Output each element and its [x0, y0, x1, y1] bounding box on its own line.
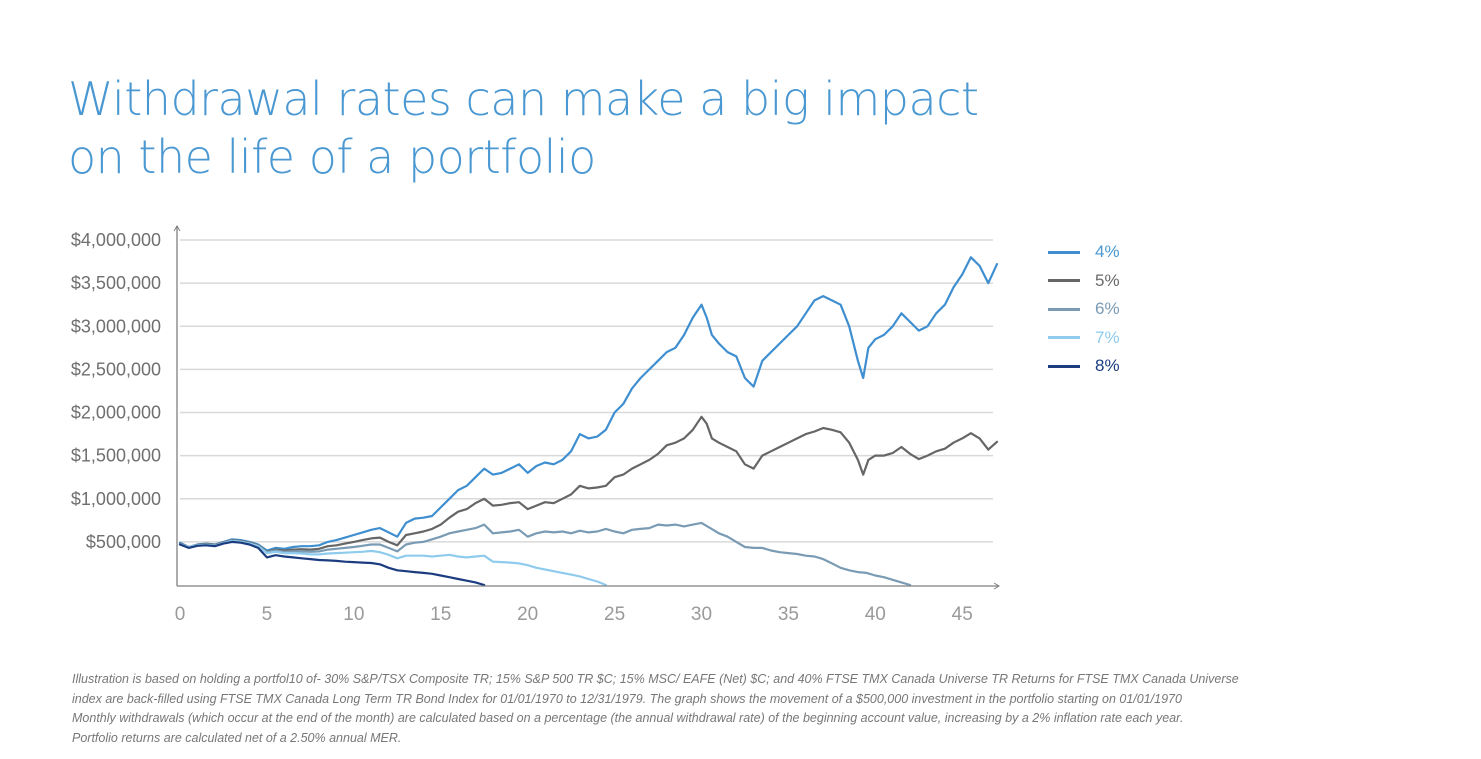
series-line-6pct [178, 521, 912, 587]
x-tick-label: 20 [517, 604, 538, 625]
footnote-line-3: Monthly withdrawals (which occur at the … [72, 711, 1184, 725]
x-axis-arrow [993, 582, 1000, 590]
footnote-line-1: Illustration is based on holding a portf… [72, 672, 1239, 686]
chart-legend: 4% 5% 6% 7% 8% [1048, 238, 1120, 381]
legend-item: 4% [1048, 238, 1120, 267]
y-tick-label: $4,000,000 [71, 230, 161, 250]
x-tick-label: 0 [175, 604, 186, 625]
legend-item: 5% [1048, 267, 1120, 296]
legend-label: 7% [1095, 327, 1120, 347]
series-line-8pct [178, 540, 486, 587]
series-line-7pct [178, 539, 608, 587]
legend-item: 6% [1048, 295, 1120, 324]
x-tick-label: 30 [691, 604, 712, 625]
legend-item: 8% [1048, 352, 1120, 381]
y-tick-label: $2,000,000 [71, 403, 161, 423]
x-tick-label: 35 [778, 604, 799, 625]
y-tick-label: $2,500,000 [71, 359, 161, 379]
title-line-1: Withdrawal rates can make a big impact [68, 72, 979, 126]
y-tick-label: $3,000,000 [71, 316, 161, 336]
legend-swatch [1048, 364, 1080, 368]
series-lines [178, 256, 999, 587]
page-title: Withdrawal rates can make a big impact o… [68, 70, 979, 186]
legend-label: 5% [1095, 270, 1120, 290]
title-line-2: on the life of a portfolio [68, 130, 596, 184]
x-tick-label: 10 [343, 604, 364, 625]
legend-swatch [1048, 279, 1080, 283]
y-tick-labels: $500,000 $1,000,000 $1,500,000 $2,000,000 $2… [71, 230, 161, 552]
x-tick-label: 25 [604, 604, 625, 625]
gridlines [180, 239, 993, 543]
y-tick-label: $500,000 [86, 532, 161, 552]
footnote: Illustration is based on holding a portf… [72, 670, 1412, 748]
x-tick-label: 40 [865, 604, 886, 625]
series-line-5pct [178, 415, 999, 553]
legend-swatch [1048, 307, 1080, 311]
x-tick-label: 5 [262, 604, 273, 625]
legend-label: 4% [1095, 242, 1120, 262]
series-line-4pct [178, 256, 999, 552]
y-tick-label: $1,000,000 [71, 489, 161, 509]
legend-item: 7% [1048, 324, 1120, 353]
legend-label: 8% [1095, 356, 1120, 376]
legend-label: 6% [1095, 299, 1120, 319]
x-tick-label: 15 [430, 604, 451, 625]
y-axis-arrow [173, 225, 181, 232]
footnote-line-2: index are back-filled using FTSE TMX Can… [72, 691, 1182, 706]
footnote-line-4: Portfolio returns are calculated net of … [72, 730, 402, 745]
y-tick-label: $1,500,000 [71, 446, 161, 466]
legend-swatch [1048, 336, 1080, 340]
axes [173, 225, 1000, 590]
y-tick-label: $3,500,000 [71, 273, 161, 293]
x-tick-labels: 0 5 10 15 20 25 30 35 40 45 [175, 604, 973, 625]
line-chart: $500,000 $1,000,000 $1,500,000 $2,000,000 $2… [71, 225, 1000, 625]
x-tick-label: 45 [952, 604, 973, 625]
legend-swatch [1048, 250, 1080, 254]
